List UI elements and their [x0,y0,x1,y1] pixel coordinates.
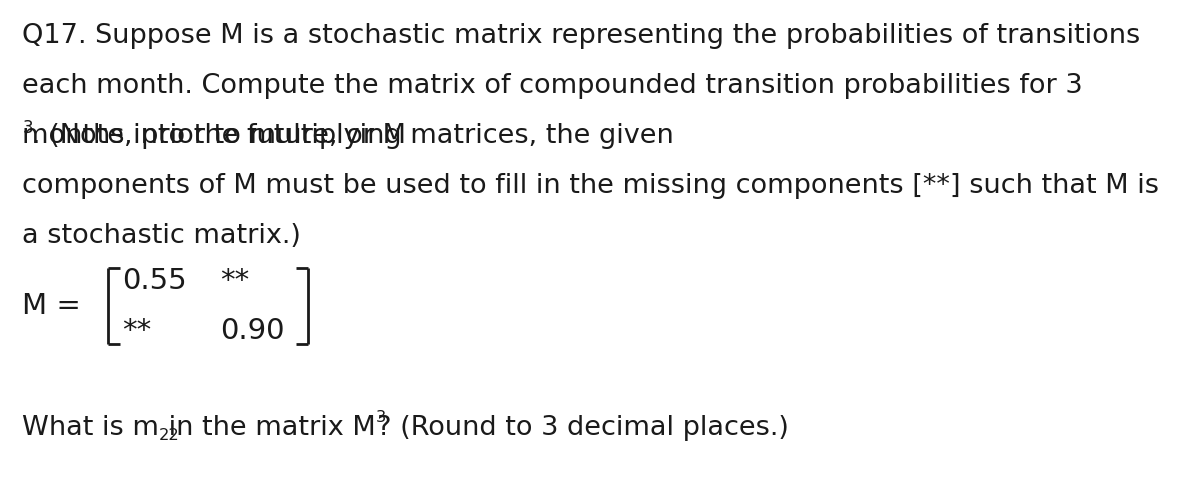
Text: 0.90: 0.90 [220,317,284,345]
Text: M =: M = [22,292,80,320]
Text: 3: 3 [376,411,386,425]
Text: Q17. Suppose M is a stochastic matrix representing the probabilities of transiti: Q17. Suppose M is a stochastic matrix re… [22,23,1140,49]
Text: . (Note, prior to multiplying matrices, the given: . (Note, prior to multiplying matrices, … [32,123,673,149]
Text: 22: 22 [158,427,180,443]
Text: **: ** [220,267,250,295]
Text: **: ** [122,317,151,345]
Text: 0.55: 0.55 [122,267,187,295]
Text: 3: 3 [23,119,34,137]
Text: a stochastic matrix.): a stochastic matrix.) [22,223,301,249]
Text: components of M must be used to fill in the missing components [**] such that M : components of M must be used to fill in … [22,173,1159,199]
Text: months into the future, or M: months into the future, or M [22,123,406,149]
Text: each month. Compute the matrix of compounded transition probabilities for 3: each month. Compute the matrix of compou… [22,73,1082,99]
Text: ? (Round to 3 decimal places.): ? (Round to 3 decimal places.) [377,415,788,441]
Text: in the matrix M: in the matrix M [160,415,376,441]
Text: What is m: What is m [22,415,158,441]
